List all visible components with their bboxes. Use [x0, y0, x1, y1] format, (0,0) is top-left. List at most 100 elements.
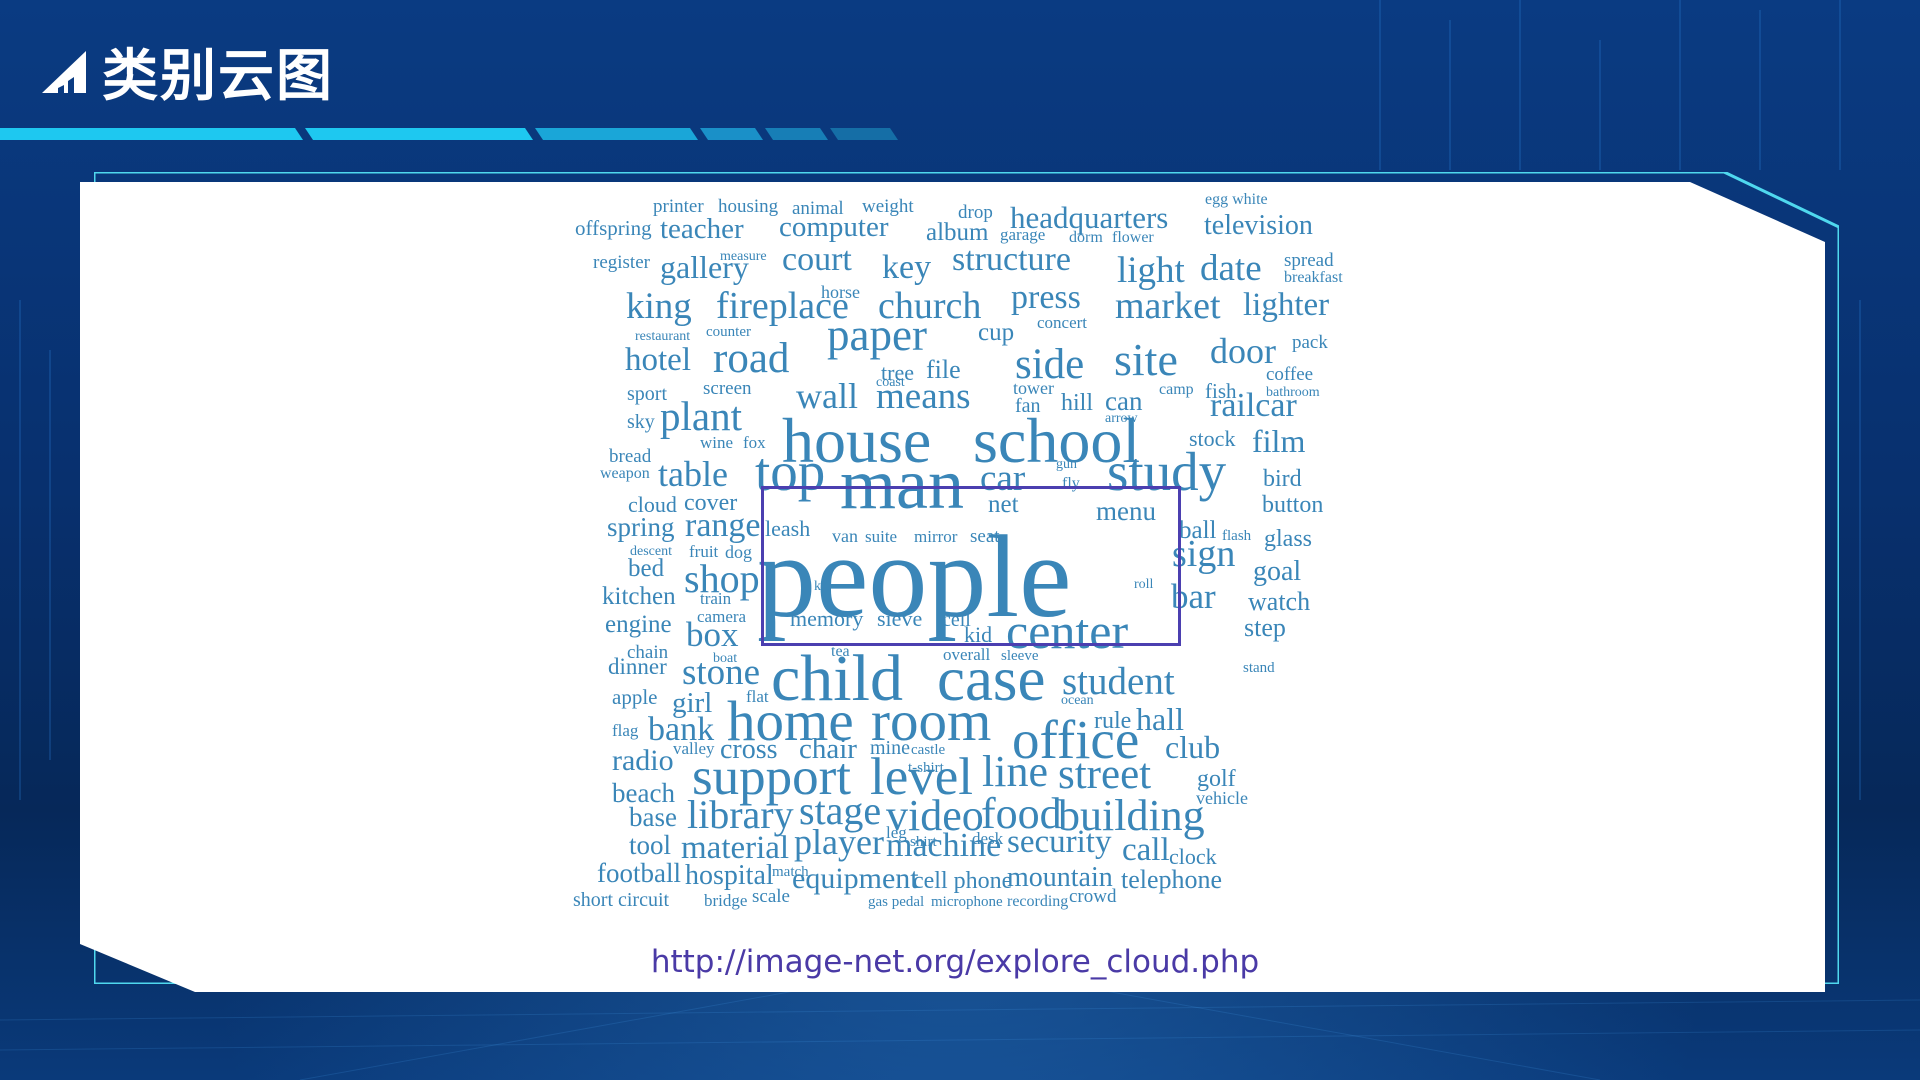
cloud-word-headquarters: headquarters: [1010, 200, 1168, 235]
cloud-word-stand: stand: [1243, 660, 1275, 676]
cloud-word-scale: scale: [752, 886, 790, 907]
cloud-word-television: television: [1204, 210, 1313, 241]
title-underline-stripes: [0, 128, 898, 140]
cloud-word-register: register: [593, 252, 651, 273]
cloud-word-flash: flash: [1222, 528, 1252, 544]
cloud-word-desk: desk: [972, 829, 1004, 848]
cloud-word-light: light: [1117, 250, 1186, 291]
cloud-word-side: side: [1015, 341, 1084, 388]
cloud-word-recording: recording: [1007, 893, 1068, 910]
cloud-word-box: box: [686, 615, 739, 654]
cloud-word-office: office: [1012, 709, 1139, 770]
cloud-word-bank: bank: [648, 711, 714, 748]
cloud-word-train: train: [700, 589, 732, 608]
cloud-word-football: football: [597, 858, 681, 888]
cloud-word-kit: kit: [814, 579, 829, 594]
cloud-word-fox: fox: [743, 433, 766, 452]
cloud-word-drop: drop: [958, 202, 993, 223]
cloud-word-album: album: [926, 219, 989, 246]
cloud-word-mine: mine: [870, 737, 910, 759]
cloud-word-wine: wine: [700, 433, 733, 452]
word-cloud: printer housing animal weight drop headquarte…: [573, 191, 1343, 911]
cloud-word-kid: kid: [964, 622, 992, 647]
cloud-word-mirror: mirror: [914, 527, 958, 546]
cloud-word-case: case: [937, 644, 1045, 714]
page-title: 类别云图: [102, 43, 334, 109]
cloud-word-valley: valley: [673, 739, 715, 758]
cloud-word-goal: goal: [1253, 556, 1301, 587]
cloud-word-watch: watch: [1248, 587, 1310, 616]
content-card: [80, 182, 1825, 992]
cloud-word-weight: weight: [862, 196, 914, 217]
cloud-word-breakfast: breakfast: [1284, 269, 1343, 286]
cloud-word-ball: ball: [1179, 517, 1217, 544]
slide-header: 类别云图: [40, 36, 334, 109]
cloud-word-room: room: [871, 690, 991, 753]
cloud-word-hospital: hospital: [685, 860, 774, 891]
cloud-word-cell: cell: [942, 609, 971, 631]
cloud-word-radio: radio: [612, 744, 674, 777]
cloud-word-apple: apple: [612, 685, 657, 709]
cloud-word-crowd: crowd: [1069, 886, 1117, 907]
cloud-word-dinner: dinner: [608, 654, 667, 679]
highlight-box: [761, 486, 1181, 646]
cloud-word-chair: chair: [799, 733, 857, 765]
cloud-word-home: home: [727, 690, 854, 753]
cloud-word-camp: camp: [1159, 381, 1194, 398]
cloud-word-cloud: cloud: [628, 492, 677, 517]
cloud-word-coast: coast: [876, 375, 905, 390]
cloud-word-bed: bed: [628, 555, 665, 582]
cloud-word-fireplace: fireplace: [716, 285, 849, 327]
cloud-word-can: can: [1105, 386, 1143, 416]
cloud-word-church: church: [878, 285, 981, 327]
cloud-word-security: security: [1007, 824, 1112, 860]
cloud-word-library: library: [687, 792, 794, 837]
cloud-word-cup: cup: [978, 319, 1014, 346]
cloud-word-club: club: [1165, 729, 1220, 765]
cloud-word-file: file: [926, 355, 961, 384]
cloud-word-van: van: [832, 526, 858, 546]
cloud-word-bathroom: bathroom: [1266, 385, 1320, 400]
cloud-word-street: street: [1058, 751, 1151, 798]
cloud-word-net: net: [988, 491, 1019, 518]
cloud-word-sieve: sieve: [877, 606, 922, 631]
cloud-word-golf: golf: [1197, 766, 1236, 792]
cloud-word-railcar: railcar: [1210, 387, 1297, 424]
cloud-word-date: date: [1200, 248, 1262, 289]
cloud-word-concert: concert: [1037, 313, 1087, 332]
cloud-word-weapon: weapon: [600, 465, 650, 482]
cloud-word-support: support: [692, 748, 851, 806]
cloud-word-tree: tree: [881, 360, 914, 385]
cloud-word-beach: beach: [612, 778, 675, 808]
cloud-word-overall: overall: [943, 645, 990, 664]
cloud-word-step: step: [1244, 613, 1286, 642]
cloud-word-suite: suite: [865, 527, 897, 546]
cloud-word-equipment: equipment: [792, 862, 919, 895]
cloud-word-gas-pedal: gas pedal: [868, 894, 924, 910]
cloud-word-printer: printer: [653, 196, 704, 217]
cloud-word-tea: tea: [831, 643, 850, 660]
cloud-word-cell-phone: cell phone: [913, 868, 1012, 894]
cloud-word-child: child: [771, 642, 903, 715]
cloud-word-shop: shop: [684, 556, 760, 601]
cloud-word-ocean: ocean: [1061, 693, 1094, 708]
cloud-word-table: table: [658, 454, 728, 494]
cloud-word-offspring: offspring: [575, 216, 652, 240]
cloud-word-man: man: [840, 444, 964, 524]
cloud-word-market: market: [1115, 285, 1221, 327]
cloud-word-roll: roll: [1134, 577, 1154, 592]
cloud-word-arrow: arrow: [1105, 411, 1139, 426]
cloud-word-people: people: [757, 511, 1072, 642]
cloud-word-restaurant: restaurant: [635, 329, 690, 344]
cloud-word-leg: leg: [886, 823, 907, 842]
cloud-word-girl: girl: [672, 687, 712, 719]
source-link[interactable]: http://image-net.org/explore_cloud.php: [650, 944, 1260, 980]
cloud-word-match: match: [772, 864, 809, 880]
cloud-word-egg-white: egg white: [1205, 191, 1268, 208]
cloud-word-line: line: [982, 747, 1048, 796]
cloud-word-plant: plant: [660, 393, 743, 439]
cloud-word-flower: flower: [1112, 229, 1154, 246]
cloud-word-flat: flat: [746, 687, 769, 706]
cloud-word-computer: computer: [779, 211, 889, 243]
cloud-word-mountain: mountain: [1007, 862, 1113, 893]
